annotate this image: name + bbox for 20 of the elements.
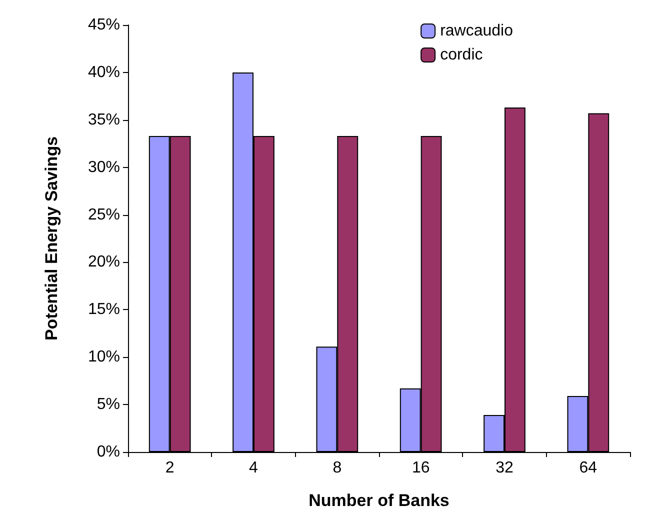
y-tick-label: 10%	[88, 348, 120, 366]
legend-label: cordic	[440, 46, 483, 64]
y-tick-label: 40%	[88, 64, 120, 81]
y-tick-label: 25%	[88, 206, 120, 224]
x-axis-title: Number of Banks	[308, 491, 450, 510]
y-tick-label: 45%	[88, 16, 120, 34]
x-tick-label: 8	[332, 460, 342, 476]
y-tick-label: 30%	[88, 158, 120, 176]
y-tick-label: 20%	[88, 254, 120, 271]
y-axis-title: Potential Energy Savings	[42, 136, 61, 341]
legend-label: rawcaudio	[440, 22, 514, 40]
y-tick-label: 5%	[96, 396, 120, 414]
x-tick-label: 64	[579, 460, 598, 476]
y-tick-label: 0%	[96, 444, 120, 460]
y-tick-label: 15%	[88, 301, 120, 318]
x-tick-label: 32	[496, 460, 514, 476]
x-tick-label: 4	[249, 460, 258, 476]
x-tick-label: 16	[412, 460, 430, 476]
x-tick-label: 2	[165, 460, 174, 476]
y-tick-label: 35%	[88, 111, 120, 128]
